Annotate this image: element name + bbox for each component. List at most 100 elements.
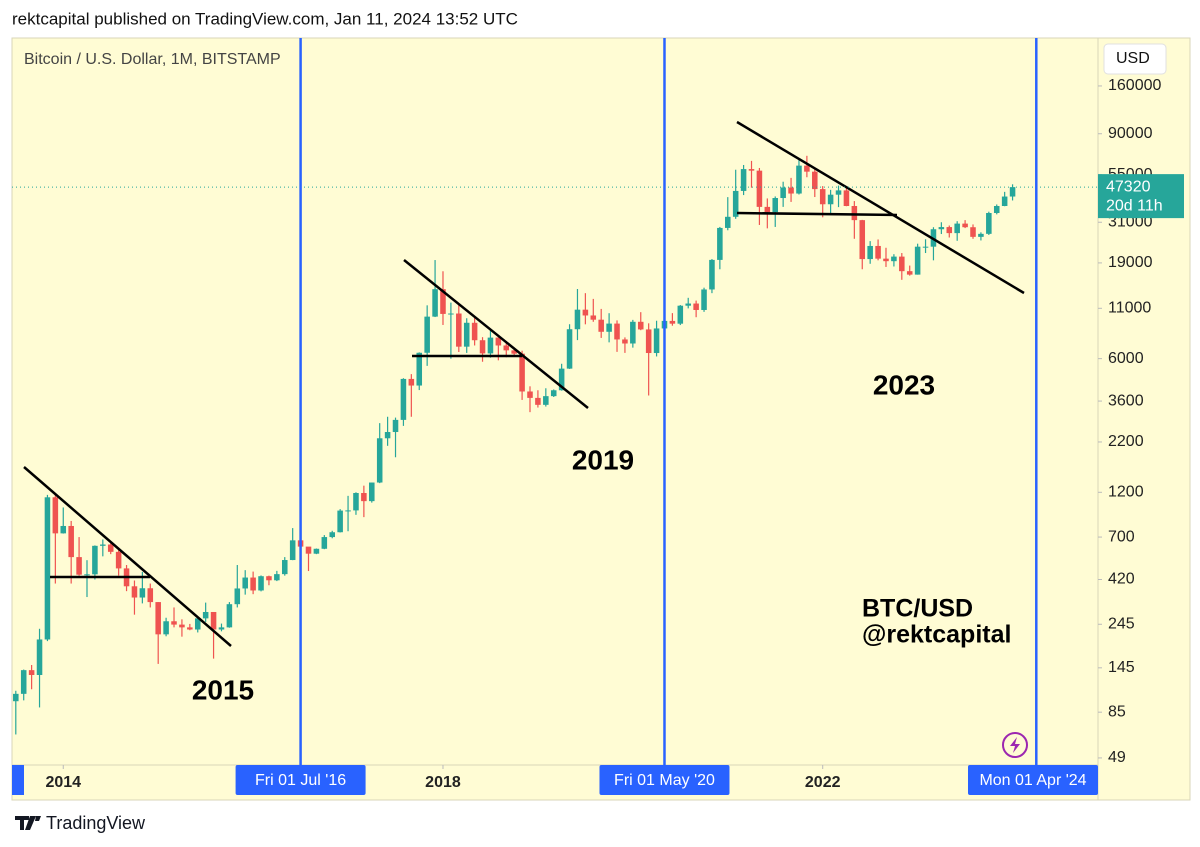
candle-body bbox=[202, 611, 209, 619]
annotation: @rektcapital bbox=[862, 621, 1011, 649]
candle-body bbox=[558, 368, 565, 391]
candle-body bbox=[899, 256, 905, 272]
candle-body bbox=[978, 233, 984, 237]
candle-body bbox=[408, 378, 415, 386]
candle-body bbox=[922, 246, 929, 248]
edge-marker bbox=[12, 765, 24, 795]
candle-body bbox=[669, 320, 676, 324]
candle-body bbox=[68, 525, 74, 558]
trendline bbox=[736, 211, 898, 217]
y-tick-label: 245 bbox=[1108, 615, 1135, 632]
candle-body bbox=[891, 256, 897, 262]
candle-body bbox=[345, 510, 351, 512]
candle-body bbox=[962, 223, 968, 228]
annotation: 2015 bbox=[192, 674, 254, 705]
marker-label: Fri 01 Jul '16 bbox=[255, 772, 346, 789]
x-tick-label: 2014 bbox=[45, 774, 81, 791]
candle-body bbox=[574, 309, 581, 330]
candle-body bbox=[875, 245, 881, 259]
candle-body bbox=[487, 337, 494, 354]
marker-label: Mon 01 Apr '24 bbox=[979, 772, 1086, 789]
candle-body bbox=[717, 227, 723, 260]
lightning-glyph bbox=[1010, 737, 1020, 753]
candle-body bbox=[725, 216, 731, 228]
candle-body bbox=[756, 170, 763, 207]
candle-body bbox=[100, 544, 106, 546]
candle-body bbox=[274, 574, 280, 581]
candle-body bbox=[76, 557, 82, 575]
candle-body bbox=[843, 190, 850, 206]
y-tick-label: 420 bbox=[1108, 571, 1135, 588]
axes: 1600009000055000310001900011000600036002… bbox=[45, 77, 1161, 791]
candle-body bbox=[432, 289, 438, 317]
candle-body bbox=[20, 670, 27, 694]
chart-title: Bitcoin / U.S. Dollar, 1M, BITSTAMP bbox=[24, 51, 281, 68]
candle-body bbox=[503, 345, 510, 351]
y-tick-label: 145 bbox=[1108, 659, 1135, 676]
y-tick-label: 11000 bbox=[1108, 300, 1151, 317]
trendline bbox=[23, 466, 232, 647]
candle-body bbox=[527, 391, 533, 398]
candle-body bbox=[194, 618, 201, 630]
publisher: rektcapital published on TradingView.com… bbox=[12, 9, 518, 28]
annotation: 2019 bbox=[572, 444, 634, 475]
candle-body bbox=[289, 540, 296, 561]
chart-panel bbox=[11, 37, 1191, 801]
candle-body bbox=[115, 551, 122, 569]
candle-body bbox=[827, 194, 834, 205]
x-tick-label: 2022 bbox=[805, 774, 841, 791]
candle-body bbox=[36, 639, 43, 675]
currency[interactable]: USD bbox=[1116, 50, 1150, 67]
candle-body bbox=[582, 309, 589, 316]
candle-body bbox=[543, 396, 549, 405]
candle-body bbox=[622, 339, 628, 344]
candle-body bbox=[44, 497, 51, 640]
candle-body bbox=[187, 627, 193, 630]
overlays: 47320 20d 11h Fri 01 Jul '16 Fri 01 May '20… bbox=[12, 38, 1184, 795]
candle-body bbox=[471, 322, 478, 341]
candle-body bbox=[179, 624, 185, 628]
candle-body bbox=[448, 313, 454, 315]
candle-body bbox=[883, 258, 889, 262]
y-tick-label: 6000 bbox=[1108, 350, 1144, 367]
countdown: 20d 11h bbox=[1106, 197, 1163, 214]
candle-body bbox=[107, 544, 114, 552]
footer-brand: TradingView bbox=[46, 813, 146, 833]
candle-body bbox=[748, 169, 755, 171]
candle-body bbox=[701, 289, 707, 310]
candle-body bbox=[60, 525, 67, 534]
candle-body bbox=[637, 321, 644, 330]
candle-body bbox=[645, 329, 652, 354]
candle-body bbox=[511, 350, 517, 354]
candle-body bbox=[819, 189, 826, 205]
candle-body bbox=[788, 187, 794, 194]
candle-body bbox=[147, 588, 154, 603]
candle-body bbox=[305, 546, 312, 554]
candle-body bbox=[780, 187, 786, 199]
y-tick-label: 85 bbox=[1108, 703, 1126, 720]
candle-body bbox=[740, 169, 747, 191]
candle-body bbox=[851, 205, 858, 221]
candles bbox=[13, 155, 1016, 735]
x-tick-label: 2018 bbox=[425, 774, 461, 791]
candle-body bbox=[242, 577, 248, 589]
candle-body bbox=[946, 227, 953, 234]
candle-body bbox=[709, 259, 715, 290]
y-tick-label: 700 bbox=[1108, 528, 1135, 545]
currency-button[interactable] bbox=[1103, 43, 1167, 75]
candle-body bbox=[163, 621, 169, 635]
candle-body bbox=[614, 323, 620, 340]
lightning-icon[interactable] bbox=[1002, 732, 1028, 758]
candle-body bbox=[796, 165, 802, 194]
candle-body bbox=[92, 545, 98, 575]
last-price-label: 47320 bbox=[1106, 178, 1151, 195]
candle-body bbox=[550, 390, 557, 397]
last-price-box bbox=[1098, 174, 1184, 219]
candle-body bbox=[938, 227, 945, 230]
candle-body bbox=[171, 621, 177, 625]
marker-label-box bbox=[235, 765, 366, 795]
y-tick-label: 19000 bbox=[1108, 254, 1153, 271]
candle-body bbox=[495, 337, 502, 346]
candle-body bbox=[313, 548, 320, 554]
